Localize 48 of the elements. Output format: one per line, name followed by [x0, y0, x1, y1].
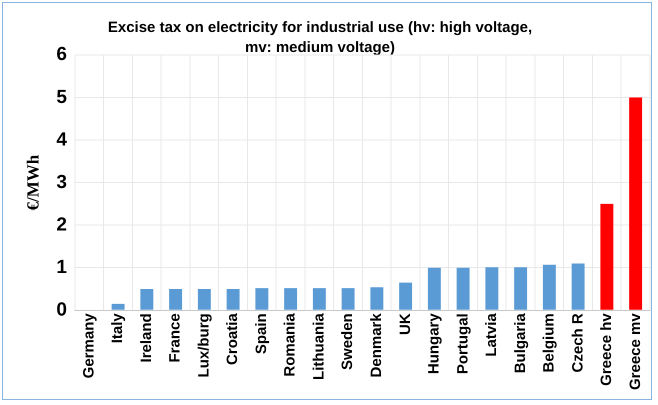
chart-title: Excise tax on electricity for industrial use (hv: high voltage, mv: medium voltage) — [106, 18, 534, 58]
x-tick-label: Ireland — [138, 313, 155, 362]
bar — [629, 98, 642, 310]
bar — [284, 288, 298, 310]
x-tick-label: Czech R — [569, 313, 586, 372]
bar — [514, 267, 528, 310]
y-tick-label: 0 — [56, 300, 67, 321]
y-tick-label: 1 — [56, 256, 68, 278]
y-axis-title: €/MWh — [24, 154, 43, 211]
x-tick-label: Hungary — [426, 312, 443, 374]
bar — [399, 282, 412, 310]
x-tick-label: Romania — [282, 312, 299, 377]
bar — [370, 287, 384, 310]
x-tick-label: Portugal — [454, 313, 472, 374]
bar — [255, 288, 268, 310]
x-tick-label: Germany — [80, 312, 98, 378]
x-tick-label: Belgium — [540, 313, 558, 372]
bar — [485, 267, 498, 310]
x-tick-label: Greece hv — [598, 312, 616, 386]
y-tick-label: 5 — [56, 86, 68, 108]
x-tick-label: Latvia — [483, 312, 500, 357]
bar — [572, 263, 585, 310]
x-tick-label: Sweden — [339, 313, 356, 370]
bar — [112, 304, 125, 310]
y-tick-label: 6 — [56, 44, 67, 66]
x-tick-label: UK — [396, 313, 414, 335]
bar — [542, 264, 556, 310]
bar — [198, 289, 211, 310]
x-tick-label: France — [166, 313, 184, 362]
x-tick-label: Greece mv — [626, 312, 644, 390]
x-tick-label: Spain — [252, 313, 270, 354]
bar — [456, 268, 470, 310]
x-tick-label: Lithuania — [310, 312, 328, 380]
bar — [226, 289, 240, 310]
x-tick-label: Croatia — [224, 312, 242, 365]
bar — [428, 268, 441, 310]
bar — [342, 288, 355, 310]
bar — [140, 289, 154, 310]
y-tick-label: 4 — [56, 129, 68, 150]
y-tick-label: 2 — [56, 214, 67, 236]
y-tick-label: 3 — [56, 172, 67, 193]
x-tick-label: Italy — [109, 312, 126, 344]
bar — [169, 289, 182, 310]
x-tick-label: Denmark — [368, 312, 385, 378]
bar — [600, 204, 614, 310]
x-tick-label: Lux/burg — [195, 313, 212, 378]
x-tick-label: Bulgaria — [512, 312, 529, 374]
bar — [312, 288, 326, 310]
